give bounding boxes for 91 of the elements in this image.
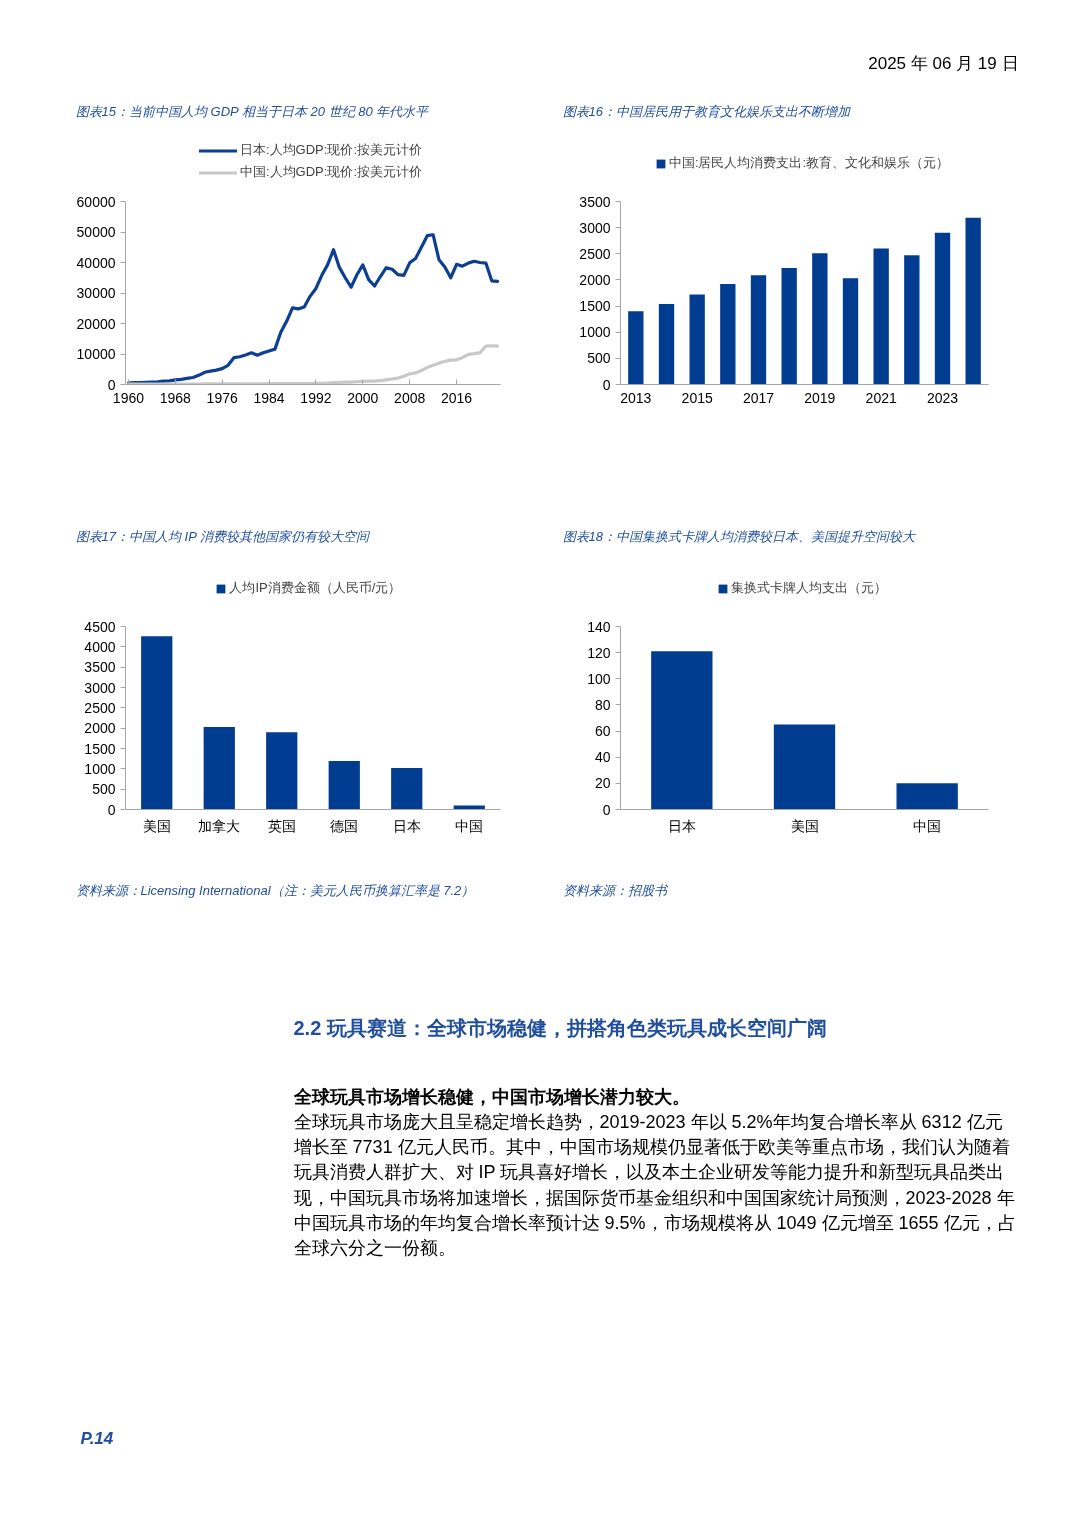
bar bbox=[658, 303, 675, 385]
y-tick-label: 50000 bbox=[76, 224, 116, 240]
x-tick-label: 2016 bbox=[440, 389, 473, 406]
y-tick-label: 100 bbox=[587, 670, 611, 687]
x-tick-label: 1968 bbox=[159, 389, 192, 406]
y-tick-label: 30000 bbox=[76, 285, 116, 301]
legend-label: 日本:人均GDP:现价:按美元计价 bbox=[239, 141, 422, 159]
x-tick-label: 2023 bbox=[926, 389, 959, 406]
bar bbox=[965, 217, 981, 385]
bar bbox=[904, 255, 920, 385]
y-tick-label: 20 bbox=[594, 775, 611, 792]
text: 资料来源：Licensing International（注：美元人民币换算汇率是 7.2） bbox=[75, 883, 475, 898]
x-tick-label: 1984 bbox=[253, 389, 285, 406]
y-tick-label: 4500 bbox=[84, 618, 116, 635]
bar bbox=[328, 761, 360, 810]
text: 2.2 玩具赛道：全球市场稳健，拼搭角色类玩具成长空间广阔 bbox=[293, 1016, 827, 1039]
bar bbox=[651, 651, 713, 810]
chart-title: 图表17：中国人均 IP 消费较其他国家仍有较大空间 bbox=[75, 529, 371, 544]
legend-label: 人均IP消费金额（人民币/元） bbox=[229, 579, 402, 597]
y-tick-label: 2500 bbox=[84, 699, 116, 716]
bar bbox=[934, 232, 951, 385]
y-tick-label: 20000 bbox=[76, 315, 116, 332]
x-tick-label: 英国 bbox=[267, 817, 296, 834]
y-tick-label: 1500 bbox=[84, 740, 116, 757]
y-tick-label: 1000 bbox=[579, 324, 611, 341]
bar bbox=[781, 267, 797, 385]
y-tick-label: 40 bbox=[594, 749, 611, 766]
x-tick-label: 加拿大 bbox=[198, 817, 241, 834]
y-tick-label: 1500 bbox=[579, 298, 611, 315]
bar bbox=[773, 724, 836, 810]
y-tick-label: 80 bbox=[594, 696, 611, 713]
text: 全球玩具市场增长稳健，中国市场增长潜力较大。 bbox=[292, 1086, 690, 1107]
legend-label: 中国:居民人均消费支出:教育、文化和娱乐（元） bbox=[668, 154, 950, 172]
x-tick-label: 日本 bbox=[667, 817, 696, 834]
y-tick-label: 3500 bbox=[84, 659, 116, 676]
text: 资料来源：招股书 bbox=[562, 883, 669, 898]
chart-title: 图表15：当前中国人均 GDP 相当于日本 20 世纪 80 年代水平 bbox=[75, 104, 431, 119]
x-tick-label: 1976 bbox=[206, 389, 238, 406]
x-tick-label: 2008 bbox=[394, 389, 426, 406]
x-tick-label: 1992 bbox=[300, 389, 332, 406]
x-tick-label: 德国 bbox=[330, 817, 359, 834]
x-tick-label: 2019 bbox=[804, 389, 836, 406]
x-tick-label: 中国 bbox=[913, 817, 942, 834]
bar bbox=[873, 248, 889, 385]
chart-title: 图表16：中国居民用于教育文化娱乐支出不断增加 bbox=[562, 104, 851, 119]
y-tick-label: 60 bbox=[594, 723, 611, 740]
bar bbox=[720, 284, 736, 385]
x-tick-label: 美国 bbox=[790, 817, 819, 834]
chart-title: 图表18：中国集换式卡牌人均消费较日本、美国提升空间较大 bbox=[562, 529, 917, 544]
legend-label: 集换式卡牌人均支出（元） bbox=[731, 579, 887, 597]
bar bbox=[141, 636, 173, 810]
bar bbox=[391, 768, 423, 810]
y-tick-label: 0 bbox=[107, 801, 116, 818]
y-tick-label: 500 bbox=[587, 350, 611, 367]
y-tick-label: 0 bbox=[602, 801, 611, 818]
y-tick-label: 40000 bbox=[76, 254, 116, 271]
y-tick-label: 2000 bbox=[84, 720, 116, 737]
x-tick-label: 美国 bbox=[142, 817, 171, 834]
bar bbox=[750, 275, 767, 385]
y-tick-label: 3000 bbox=[579, 219, 611, 236]
y-tick-label: 4000 bbox=[84, 638, 116, 655]
bar bbox=[266, 732, 298, 810]
y-tick-label: 2000 bbox=[579, 271, 611, 288]
y-tick-label: 0 bbox=[602, 376, 611, 393]
text: 2025 年 06 月 19 日 bbox=[868, 54, 1019, 73]
y-tick-label: 1000 bbox=[84, 760, 116, 777]
bar bbox=[453, 805, 485, 810]
y-tick-label: 60000 bbox=[76, 193, 116, 210]
y-tick-label: 10000 bbox=[76, 346, 116, 362]
x-tick-label: 日本 bbox=[392, 817, 421, 834]
y-tick-label: 3500 bbox=[579, 193, 611, 210]
text: P.14 bbox=[80, 1429, 114, 1448]
bar bbox=[689, 294, 705, 385]
bar bbox=[812, 253, 828, 385]
bar bbox=[628, 311, 644, 385]
bar bbox=[842, 278, 859, 385]
x-tick-label: 2013 bbox=[620, 389, 652, 406]
legend-label: 中国:人均GDP:现价:按美元计价 bbox=[239, 163, 422, 181]
y-tick-label: 2500 bbox=[579, 245, 611, 262]
x-tick-label: 2021 bbox=[865, 389, 897, 406]
text: 全球玩具市场庞大且呈稳定增长趋势，2019-2023 年以 5.2%年均复合增长率从 6312 亿元增长至 7731 亿元人民币。其中，中国市场规模仍显著低于欧美等重点市场，我们认为随着玩具消费人群扩大、对 IP 玩具喜好增长，以及本土企业研发等能力提升和新型玩具品类出现，中国玩具市场将加速增长，据国际货币基金组织和中国国家统计局预测，2023-2028 年中国玩具市场的年均复合增长率预计达 9.5%，市场规模将从 1049 亿元增至 1655 亿元，占全球六分之一份额。 bbox=[292, 1111, 1016, 1259]
x-tick-label: 2015 bbox=[681, 389, 713, 406]
y-tick-label: 120 bbox=[587, 644, 611, 661]
x-tick-label: 中国 bbox=[455, 817, 484, 834]
bar bbox=[896, 783, 958, 810]
x-tick-label: 2000 bbox=[347, 389, 379, 406]
bar bbox=[203, 726, 235, 810]
y-tick-label: 140 bbox=[587, 618, 611, 635]
x-tick-label: 2017 bbox=[742, 389, 775, 406]
y-tick-label: 500 bbox=[92, 781, 116, 798]
y-tick-label: 3000 bbox=[84, 679, 116, 696]
